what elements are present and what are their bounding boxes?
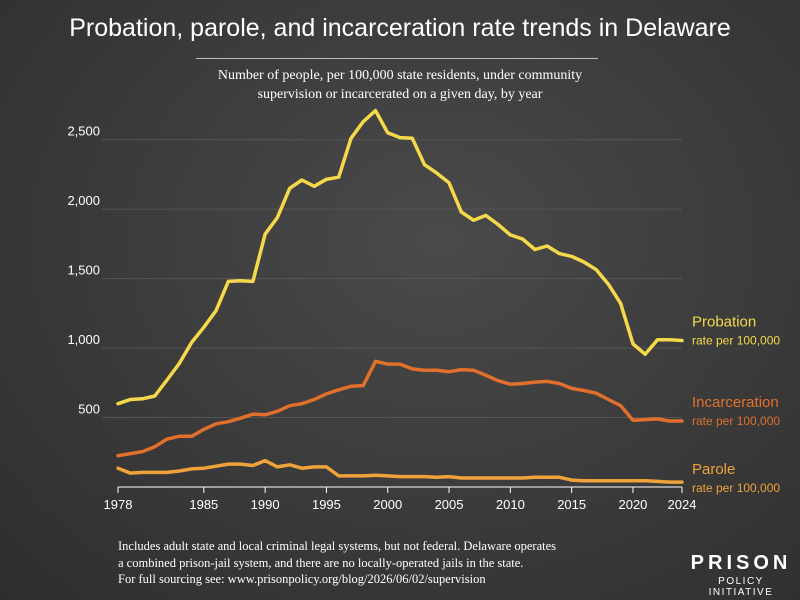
subtitle-line-1: Number of people, per 100,000 state resi…: [217, 68, 583, 83]
footnote-line-1: Includes adult state and local criminal …: [118, 539, 557, 553]
y-gridlines: [102, 139, 682, 419]
x-tick-label: 1978: [104, 497, 133, 512]
x-tick-label: 2020: [618, 497, 647, 512]
x-tick-label: 2005: [435, 497, 464, 512]
x-tick-label: 2010: [496, 497, 525, 512]
footnote: Includes adult state and local criminal …: [118, 538, 588, 588]
title-divider: [196, 58, 598, 59]
x-tick-label: 2024: [668, 497, 697, 512]
y-tick-label: 1,000: [67, 332, 100, 347]
logo-line-1: PRISON: [690, 552, 792, 574]
logo-line-2: POLICY INITIATIVE: [708, 576, 774, 598]
prison-policy-logo: PRISON POLICY INITIATIVE: [686, 552, 796, 598]
series-label-probation: Probation: [692, 313, 756, 330]
y-axis-ticks: 500 1,000 1,500 2,000 2,500: [67, 124, 100, 417]
series-line-probation: [116, 108, 684, 406]
series-sublabel-parole: rate per 100,000: [692, 481, 780, 495]
series-label-incarceration: Incarceration: [692, 394, 779, 411]
y-tick-label: 1,500: [67, 263, 100, 278]
series-line-incarceration: [116, 359, 684, 458]
chart-subtitle: Number of people, per 100,000 state resi…: [150, 66, 650, 104]
series-sublabel-incarceration: rate per 100,000: [692, 414, 780, 428]
y-tick-label: 2,500: [67, 124, 100, 139]
series-labels: Probation rate per 100,000 Incarceration ra…: [692, 313, 780, 495]
subtitle-line-2: supervision or incarcerated on a given d…: [257, 87, 543, 102]
chart-title: Probation, parole, and incarceration rat…: [69, 14, 731, 42]
x-tick-label: 2000: [373, 497, 402, 512]
footnote-line-2: a combined prison-jail system, and there…: [118, 555, 524, 570]
x-axis-ticks: 1978 1985 1990 1995 2000 2005 2010 2015 2020 2024: [104, 487, 697, 512]
series-label-parole: Parole: [692, 461, 735, 478]
x-tick-label: 2015: [557, 497, 586, 512]
series-sublabel-probation: rate per 100,000: [692, 333, 780, 347]
x-tick-label: 1995: [312, 497, 341, 512]
footnote-line-3: For full sourcing see: www.prisonpolicy.…: [118, 572, 486, 586]
series-line-parole: [116, 458, 684, 484]
x-tick-label: 1985: [189, 497, 218, 512]
series-lines: [116, 108, 684, 484]
x-tick-label: 1990: [251, 497, 280, 512]
y-tick-label: 500: [78, 402, 100, 417]
y-tick-label: 2,000: [67, 193, 100, 208]
